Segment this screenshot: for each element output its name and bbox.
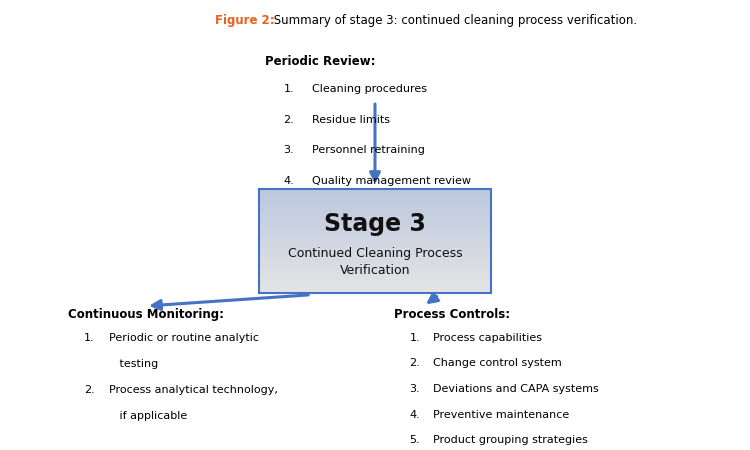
Bar xyxy=(259,196,491,198)
Bar xyxy=(259,189,491,292)
Bar xyxy=(259,265,491,266)
Bar xyxy=(259,260,491,261)
Text: Product grouping strategies: Product grouping strategies xyxy=(433,435,588,445)
Bar xyxy=(259,261,491,263)
Bar xyxy=(259,215,491,216)
Bar xyxy=(259,198,491,199)
Bar xyxy=(259,286,491,287)
Text: 1.: 1. xyxy=(410,333,420,342)
Text: 1.: 1. xyxy=(284,84,294,94)
Bar xyxy=(259,239,491,241)
Text: Continuous Monitoring:: Continuous Monitoring: xyxy=(68,308,224,321)
Bar xyxy=(259,232,491,234)
Bar xyxy=(259,253,491,255)
Bar xyxy=(259,272,491,274)
Bar xyxy=(259,237,491,239)
Bar xyxy=(259,218,491,220)
Bar xyxy=(259,251,491,253)
Bar xyxy=(259,280,491,282)
Text: 2.: 2. xyxy=(284,115,294,125)
Bar xyxy=(259,191,491,193)
Text: Summary of stage 3: continued cleaning process verification.: Summary of stage 3: continued cleaning p… xyxy=(270,14,637,27)
Text: 2.: 2. xyxy=(84,385,94,395)
Bar xyxy=(259,249,491,251)
Bar xyxy=(259,291,491,292)
Bar xyxy=(259,203,491,204)
Text: Stage 3: Stage 3 xyxy=(324,212,426,236)
Bar xyxy=(259,213,491,215)
Bar xyxy=(259,246,491,248)
Bar xyxy=(259,230,491,232)
Bar xyxy=(259,244,491,246)
Bar xyxy=(259,266,491,268)
Bar xyxy=(259,210,491,212)
Text: Residue limits: Residue limits xyxy=(311,115,389,125)
Text: Process analytical technology,: Process analytical technology, xyxy=(109,385,278,395)
Bar xyxy=(259,274,491,275)
Text: 3.: 3. xyxy=(410,384,420,394)
Bar xyxy=(259,255,491,256)
Bar xyxy=(259,225,491,227)
Bar xyxy=(259,263,491,265)
Text: Figure 2:: Figure 2: xyxy=(215,14,274,27)
Text: Change control system: Change control system xyxy=(433,358,562,368)
Bar xyxy=(259,248,491,249)
Text: Quality management review: Quality management review xyxy=(311,176,470,186)
Text: Periodic or routine analytic: Periodic or routine analytic xyxy=(109,333,259,343)
Bar xyxy=(259,287,491,289)
Bar xyxy=(259,194,491,196)
Text: if applicable: if applicable xyxy=(109,411,187,421)
Text: Deviations and CAPA systems: Deviations and CAPA systems xyxy=(433,384,598,394)
Text: 3.: 3. xyxy=(284,145,294,155)
Bar xyxy=(259,241,491,243)
Bar xyxy=(259,201,491,203)
Bar xyxy=(259,216,491,218)
Text: Personnel retraining: Personnel retraining xyxy=(311,145,424,155)
Bar xyxy=(259,220,491,222)
Bar xyxy=(259,229,491,230)
Text: Process Controls:: Process Controls: xyxy=(394,308,510,321)
Text: testing: testing xyxy=(109,359,158,369)
Bar xyxy=(259,189,491,191)
Bar xyxy=(259,208,491,210)
Text: 4.: 4. xyxy=(410,410,420,419)
Bar xyxy=(259,224,491,225)
Bar xyxy=(259,199,491,201)
Bar xyxy=(259,258,491,260)
Bar xyxy=(259,222,491,224)
Text: Cleaning procedures: Cleaning procedures xyxy=(311,84,427,94)
Bar xyxy=(259,256,491,258)
Text: 5.: 5. xyxy=(410,435,420,445)
Text: Process capabilities: Process capabilities xyxy=(433,333,542,342)
Bar xyxy=(259,193,491,194)
Text: 2.: 2. xyxy=(410,358,420,368)
Bar xyxy=(259,206,491,208)
Text: Preventive maintenance: Preventive maintenance xyxy=(433,410,569,419)
Text: Periodic Review:: Periodic Review: xyxy=(265,55,376,68)
Text: 1.: 1. xyxy=(84,333,94,343)
Bar xyxy=(259,243,491,244)
Text: 4.: 4. xyxy=(284,176,294,186)
Bar xyxy=(259,270,491,272)
Bar xyxy=(259,204,491,206)
Bar xyxy=(259,284,491,286)
Bar xyxy=(259,234,491,236)
Bar xyxy=(259,282,491,284)
Bar xyxy=(259,277,491,279)
Bar xyxy=(259,227,491,229)
Bar xyxy=(259,268,491,270)
Bar xyxy=(259,235,491,237)
Text: Continued Cleaning Process
Verification: Continued Cleaning Process Verification xyxy=(288,248,462,277)
Bar xyxy=(259,275,491,277)
Bar xyxy=(259,212,491,213)
Bar xyxy=(259,289,491,291)
Bar xyxy=(259,279,491,280)
